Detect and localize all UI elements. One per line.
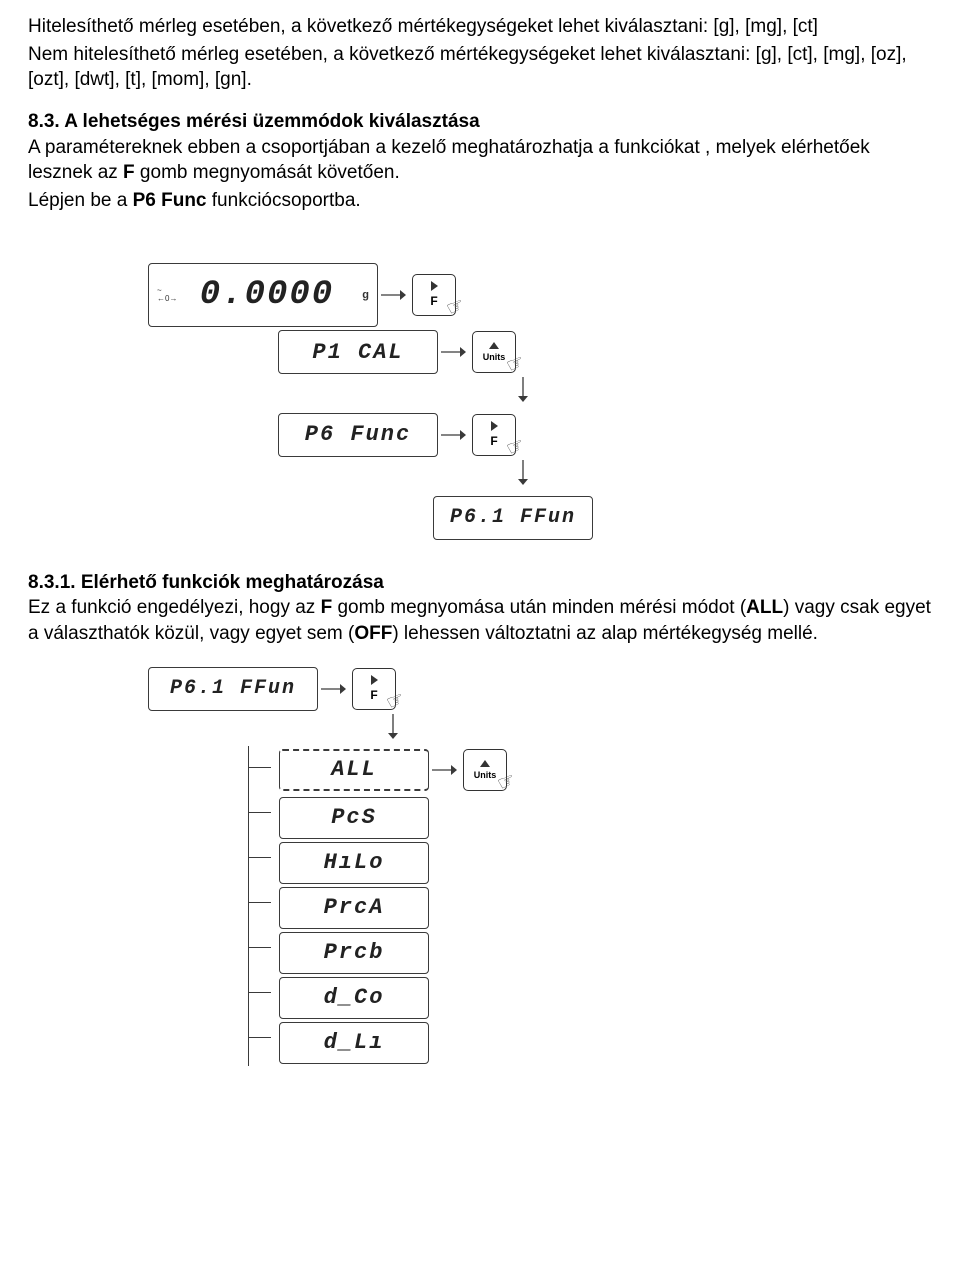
option-list: ALL Units ☞ PcS HıLo PrcA Prcb d_Co d_ bbox=[248, 746, 932, 1066]
lcd-left-indicators: ~ ←0→ bbox=[157, 287, 179, 305]
section-8-3-body-b: gomb megnyomását követően. bbox=[135, 162, 400, 183]
option-prcb: Prcb bbox=[279, 932, 429, 974]
off-ref: OFF bbox=[354, 623, 392, 644]
diagram-sequence-1: ~ ←0→ 0.0000 g F ☞ P1 CAL Uni bbox=[148, 263, 932, 539]
section-8-3-1-body-d: ) lehessen változtatni az alap mértékegy… bbox=[392, 623, 818, 644]
section-8-3-body-c: Lépjen be a bbox=[28, 190, 133, 211]
section-8-3-title: A lehetséges mérési üzemmódok kiválasztá… bbox=[64, 111, 479, 132]
arrow-right-icon bbox=[438, 340, 468, 364]
intro-paragraph-1: Hitelesíthető mérleg esetében, a követke… bbox=[28, 14, 932, 40]
f-key-ref-1: F bbox=[123, 162, 135, 183]
option-hilo-text: HıLo bbox=[324, 848, 385, 878]
lcd-main-value: 0.0000 bbox=[179, 273, 355, 319]
arrow-right-icon bbox=[378, 283, 408, 307]
option-dli: d_Lı bbox=[279, 1022, 429, 1064]
all-ref: ALL bbox=[746, 597, 783, 618]
section-8-3-number: 8.3. bbox=[28, 111, 64, 132]
intro-paragraph-2: Nem hitelesíthető mérleg esetében, a köv… bbox=[28, 42, 932, 93]
lcd-p1-cal: P1 CAL bbox=[278, 330, 438, 374]
units-button[interactable]: Units ☞ bbox=[463, 749, 507, 791]
hand-press-icon: ☞ bbox=[442, 292, 470, 324]
section-8-3-body-d: funkciócsoportba. bbox=[207, 190, 361, 211]
f-button-label: F bbox=[430, 293, 437, 309]
f-button[interactable]: F ☞ bbox=[412, 274, 456, 316]
option-pcs: PcS bbox=[279, 797, 429, 839]
option-prca-text: PrcA bbox=[324, 893, 385, 923]
section-8-3-1-number: 8.3.1. bbox=[28, 572, 81, 593]
option-hilo: HıLo bbox=[279, 842, 429, 884]
arrow-right-icon bbox=[429, 758, 459, 782]
option-dco-text: d_Co bbox=[324, 983, 385, 1013]
option-dli-text: d_Lı bbox=[324, 1028, 385, 1058]
lcd-p6-1-ffun-head-text: P6.1 FFun bbox=[170, 675, 296, 702]
arrow-down-icon bbox=[508, 460, 538, 484]
f-button-label: F bbox=[490, 433, 497, 449]
lcd-p6-func: P6 Func bbox=[278, 413, 438, 457]
option-all: ALL bbox=[279, 749, 429, 791]
option-all-text: ALL bbox=[331, 755, 377, 785]
f-button[interactable]: F ☞ bbox=[352, 668, 396, 710]
units-button[interactable]: Units ☞ bbox=[472, 331, 516, 373]
lcd-p6-1-ffun-head: P6.1 FFun bbox=[148, 667, 318, 711]
p6-func-ref: P6 Func bbox=[133, 190, 207, 211]
option-dco: d_Co bbox=[279, 977, 429, 1019]
option-pcs-text: PcS bbox=[331, 803, 377, 833]
diagram-sequence-2: P6.1 FFun F ☞ bbox=[28, 667, 932, 1067]
arrow-down-icon bbox=[508, 377, 538, 401]
hand-press-icon: ☞ bbox=[493, 767, 521, 799]
option-prca: PrcA bbox=[279, 887, 429, 929]
lcd-main-display: ~ ←0→ 0.0000 g bbox=[148, 263, 378, 327]
arrow-right-icon bbox=[438, 423, 468, 447]
lcd-main-unit: g bbox=[355, 289, 369, 301]
f-key-ref-2: F bbox=[321, 597, 333, 618]
section-8-3-1-title: Elérhető funkciók meghatározása bbox=[81, 572, 384, 593]
lcd-p6-func-text: P6 Func bbox=[305, 420, 411, 450]
lcd-p6-1-ffun: P6.1 FFun bbox=[433, 496, 593, 540]
option-prcb-text: Prcb bbox=[324, 938, 385, 968]
arrow-right-icon bbox=[318, 677, 348, 701]
section-8-3-1-body-a: Ez a funkció engedélyezi, hogy az bbox=[28, 597, 321, 618]
section-8-3-1-body-b: gomb megnyomása után minden mérési módot… bbox=[332, 597, 746, 618]
lcd-p1-cal-text: P1 CAL bbox=[312, 338, 403, 368]
f-button-label: F bbox=[370, 687, 377, 703]
f-button[interactable]: F ☞ bbox=[472, 414, 516, 456]
lcd-p6-1-ffun-text: P6.1 FFun bbox=[450, 504, 576, 531]
